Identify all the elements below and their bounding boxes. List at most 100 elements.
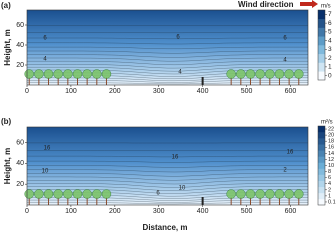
tree-crown [101,69,112,79]
contour-line [27,54,308,58]
tree-crown [34,189,44,199]
colorbar-tick-label: 6 [328,175,331,181]
colorbar-cell [318,126,325,133]
contour-label: 4 [178,70,182,76]
x-tick-label: 600 [285,88,297,95]
y-axis-label: Height, m [3,29,12,65]
x-tick-label: 500 [241,208,253,215]
contour-line [27,202,308,205]
y-tick-label: 60 [16,22,24,29]
contour-line [27,37,308,39]
colorbar-tick-label: 1 [328,193,331,199]
colorbar-cell [318,162,325,169]
tree-crown [72,189,83,199]
x-tick-label: 0 [25,88,29,95]
colorbar-cell [318,45,325,55]
colorbar-label: m/s [321,4,331,10]
contour-line [27,183,308,188]
colorbar-label: m²/s [321,120,333,126]
x-tick-label: 300 [153,88,165,95]
x-tick-label: 0 [25,208,29,215]
tree-crown [284,69,294,79]
tree-crown [43,189,54,199]
contour-line [27,186,308,191]
colorbar-tick-label: 10 [328,163,334,169]
colorbar-tick-label: 5 [328,29,332,36]
contour-line [27,42,308,45]
contour-line [27,169,308,173]
plot-frame [26,126,309,206]
tree-crown [236,189,246,199]
colorbar-cell [318,53,325,63]
annotation: Wind direction [238,0,294,9]
colorbar-frame [317,9,326,81]
x-tick-label: 100 [65,208,77,215]
contour-line [27,155,308,158]
tree-crown [226,189,236,199]
panel-label: (b) [1,117,12,126]
colorbar-cell [318,27,325,37]
contour-line [27,67,308,72]
colorbar-tick-label: 0.1 [328,199,336,205]
tree-crown [82,69,92,79]
colorbar-cell [318,174,325,181]
colorbar-tick-label: 22 [328,126,334,132]
tree-crown [226,69,236,79]
tree-crown [274,189,285,199]
colorbar-tick-label: 0 [328,72,332,79]
tree-crown [245,189,256,199]
contour-line [27,165,308,168]
y-tick-label: 40 [16,42,24,49]
tree-crown [43,69,54,79]
contour-line [27,176,308,181]
tree-crown [101,189,112,199]
building [201,77,204,85]
contour-label: 10 [42,169,49,175]
wind-arrow [300,0,318,8]
contour-line [27,180,308,185]
colorbar-tick-label: 6 [328,20,332,27]
y-tick-label: 60 [16,139,24,146]
tree-crown [63,69,73,79]
contour-line [27,64,308,69]
y-tick-label: 20 [16,181,24,188]
contour-label: 2 [283,168,287,174]
contour-line [27,57,308,62]
colorbar-cell [318,192,325,200]
colorbar-tick-label: 1 [328,64,332,71]
tree-crown [53,189,63,199]
contour-line [27,50,308,54]
contour-line [27,82,308,85]
x-tick-label: 500 [241,88,253,95]
tree-crown [236,69,246,79]
colorbar-tick-label: 16 [328,145,334,151]
tree-crown [255,69,265,79]
colorbar-tick-label: 7 [328,11,332,18]
colorbar-cell [318,180,325,188]
colorbar-tick-label: 12 [328,157,334,163]
x-tick-label: 600 [285,208,297,215]
colorbar-cell [318,71,325,81]
contour-label: 6 [176,35,180,41]
colorbar-cell [318,36,325,46]
tree-crown [255,189,265,199]
contour-label: 4 [43,57,47,63]
x-axis-label: Distance, m [143,223,188,232]
tree-crown [53,69,63,79]
contour-label: 6 [43,36,47,42]
x-tick-label: 400 [197,208,209,215]
tree-crown [265,189,275,199]
tree-crown [92,69,102,79]
colorbar-cell [318,186,325,194]
tree-crown [294,189,304,199]
panel-label: (a) [1,1,11,10]
colorbar-tick-label: 2 [328,55,332,62]
x-tick-label: 400 [197,88,209,95]
tree-crown [34,69,44,79]
tree-crown [245,69,256,79]
colorbar-cell [318,168,325,175]
contour-label: 6 [283,36,287,42]
colorbar-tick-label: 20 [328,133,334,139]
tree-crown [72,69,83,79]
